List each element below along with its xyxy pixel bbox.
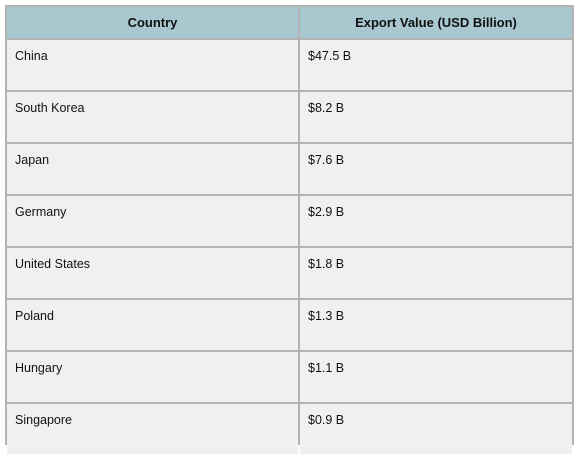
country-cell: United States [7, 248, 298, 298]
export-table: Country Export Value (USD Billion) China… [5, 5, 574, 456]
export-value-cell: $1.1 B [300, 352, 572, 402]
column-header-export-value: Export Value (USD Billion) [300, 7, 572, 38]
table-row: Hungary $1.1 B [7, 352, 572, 402]
table-row: Singapore $0.9 B [7, 404, 572, 454]
export-table-container: Country Export Value (USD Billion) China… [5, 5, 574, 454]
country-cell: Germany [7, 196, 298, 246]
header-row: Country Export Value (USD Billion) [7, 7, 572, 38]
country-cell: Singapore [7, 404, 298, 454]
table-row: Poland $1.3 B [7, 300, 572, 350]
export-value-cell: $8.2 B [300, 92, 572, 142]
table-row: United States $1.8 B [7, 248, 572, 298]
country-cell: Poland [7, 300, 298, 350]
table-row: South Korea $8.2 B [7, 92, 572, 142]
country-cell: Hungary [7, 352, 298, 402]
export-value-cell: $0.9 B [300, 404, 572, 454]
export-value-cell: $7.6 B [300, 144, 572, 194]
country-cell: Japan [7, 144, 298, 194]
export-value-cell: $47.5 B [300, 40, 572, 90]
table-row: Germany $2.9 B [7, 196, 572, 246]
table-row: Japan $7.6 B [7, 144, 572, 194]
table-row: China $47.5 B [7, 40, 572, 90]
column-header-country: Country [7, 7, 298, 38]
export-value-cell: $1.8 B [300, 248, 572, 298]
export-value-cell: $2.9 B [300, 196, 572, 246]
country-cell: South Korea [7, 92, 298, 142]
export-value-cell: $1.3 B [300, 300, 572, 350]
country-cell: China [7, 40, 298, 90]
